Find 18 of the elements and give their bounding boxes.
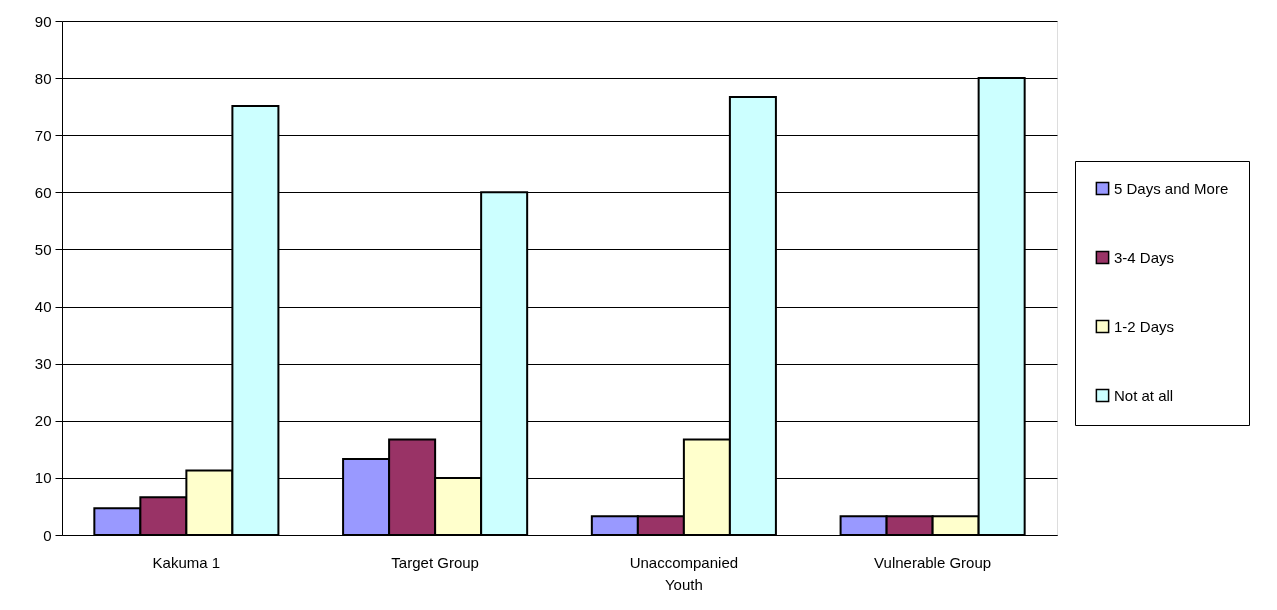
x-tick-label: Kakuma 1 xyxy=(152,553,221,571)
y-tick-label: 60 xyxy=(34,183,52,201)
legend-label: 3-4 Days xyxy=(1114,248,1175,266)
legend-label: Not at all xyxy=(1114,386,1174,404)
y-tick-label: 50 xyxy=(34,240,52,258)
y-tick-label: 80 xyxy=(34,69,52,87)
x-tick-label: Vulnerable Group xyxy=(874,553,992,571)
y-tick-label: 30 xyxy=(34,355,52,373)
y-tick-label: 70 xyxy=(34,126,52,144)
y-tick-label: 10 xyxy=(34,469,52,487)
x-tick-label: Target Group xyxy=(391,553,479,571)
legend-label: 5 Days and More xyxy=(1114,179,1229,197)
x-tick-label: Unaccompanied Youth xyxy=(629,553,739,593)
legend-label: 1-2 Days xyxy=(1114,317,1175,335)
y-tick-label: 90 xyxy=(34,12,52,30)
y-tick-label: 40 xyxy=(34,298,52,316)
y-tick-label: 20 xyxy=(34,412,52,430)
y-tick-label: 0 xyxy=(43,526,52,544)
